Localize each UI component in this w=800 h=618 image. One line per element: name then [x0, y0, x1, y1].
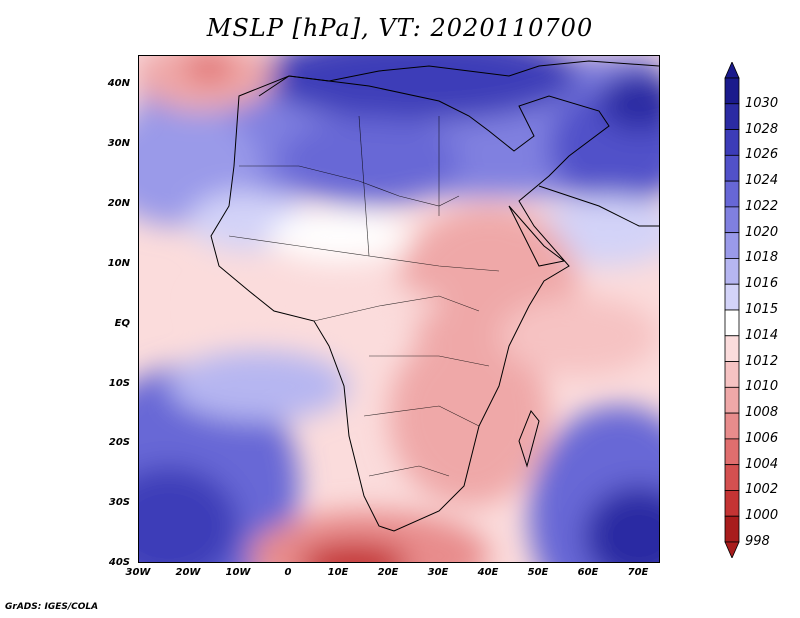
- lon-tick-label: 10E: [327, 567, 349, 578]
- colorbar-swatch: [724, 258, 740, 285]
- colorbar-swatch: [724, 77, 740, 105]
- colorbar-swatch: [724, 412, 740, 440]
- colorbar-level-label: 1028: [745, 121, 779, 137]
- lat-tick-label: 20N: [107, 198, 130, 209]
- colorbar-level-label: 1010: [745, 379, 779, 395]
- lat-tick-label: EQ: [114, 318, 130, 329]
- colorbar-swatch: [724, 232, 740, 259]
- colorbar-swatch: [724, 361, 740, 388]
- credit-text: GrADS: IGES/COLA: [5, 602, 99, 612]
- madagascar-coastline: [518, 410, 540, 468]
- lat-tick-label: 30S: [108, 497, 130, 508]
- country-borders: [228, 115, 500, 477]
- lon-tick-label: 0: [284, 567, 292, 578]
- lat-tick-label: 40S: [108, 557, 130, 568]
- africa-coastline: [210, 75, 610, 532]
- colorbar-swatch: [724, 386, 740, 414]
- colorbar-top-arrow: [724, 62, 740, 79]
- colorbar-level-label: 1004: [745, 456, 779, 472]
- lon-tick-label: 30W: [125, 567, 151, 578]
- colorbar-swatch: [724, 464, 740, 491]
- colorbar-swatch: [724, 438, 740, 466]
- colorbar-level-label: 1020: [745, 224, 779, 240]
- colorbar-swatch: [724, 180, 740, 208]
- lon-tick-label: 40E: [477, 567, 499, 578]
- colorbar-swatch: [724, 129, 740, 156]
- colorbar-swatch: [724, 283, 740, 311]
- red-sea-coast: [508, 205, 566, 267]
- colorbar-swatch: [724, 206, 740, 234]
- arabia-coast: [538, 185, 659, 227]
- colorbar-level-label: 1014: [745, 327, 779, 343]
- lon-tick-label: 30E: [427, 567, 449, 578]
- colorbar-level-label: 1018: [745, 250, 779, 266]
- map-panel: [138, 55, 660, 563]
- colorbar-swatch: [724, 515, 740, 543]
- lat-tick-label: 20S: [108, 437, 130, 448]
- colorbar-level-label: 1012: [745, 353, 779, 369]
- mediterranean-coast: [258, 60, 659, 97]
- colorbar-level-label: 1000: [745, 508, 779, 524]
- lat-tick-label: 40N: [107, 78, 130, 89]
- colorbar-level-label: 1008: [745, 405, 779, 421]
- coastlines: [210, 60, 659, 532]
- colorbar-level-label: 1002: [745, 482, 779, 498]
- colorbar-level-label: 1015: [745, 302, 779, 317]
- colorbar-level-label: 1024: [745, 173, 779, 189]
- colorbar-level-label: 998: [745, 534, 770, 549]
- colorbar-level-label: 1016: [745, 276, 779, 292]
- colorbar-bottom-arrow: [724, 541, 740, 558]
- colorbar-level-label: 1022: [745, 198, 779, 214]
- lat-tick-label: 10S: [108, 378, 130, 389]
- pressure-field: [139, 56, 659, 562]
- colorbar-swatch: [724, 335, 740, 362]
- lon-tick-label: 10W: [225, 567, 251, 578]
- chart-title: MSLP [hPa], VT: 2020110700: [206, 14, 594, 42]
- colorbar-level-label: 1026: [745, 147, 779, 163]
- colorbar: [724, 62, 740, 558]
- lat-tick-label: 10N: [107, 258, 130, 269]
- lon-tick-label: 70E: [627, 567, 649, 578]
- colorbar-swatch: [724, 103, 740, 130]
- colorbar-level-label: 1006: [745, 430, 779, 446]
- lon-tick-label: 20W: [175, 567, 201, 578]
- lon-tick-label: 60E: [577, 567, 599, 578]
- lon-tick-label: 50E: [527, 567, 549, 578]
- colorbar-level-label: 1030: [745, 95, 779, 111]
- lon-tick-label: 20E: [377, 567, 399, 578]
- colorbar-swatch: [724, 309, 740, 337]
- colorbar-swatch: [724, 490, 740, 517]
- lat-tick-label: 30N: [107, 138, 130, 149]
- colorbar-swatch: [724, 154, 740, 182]
